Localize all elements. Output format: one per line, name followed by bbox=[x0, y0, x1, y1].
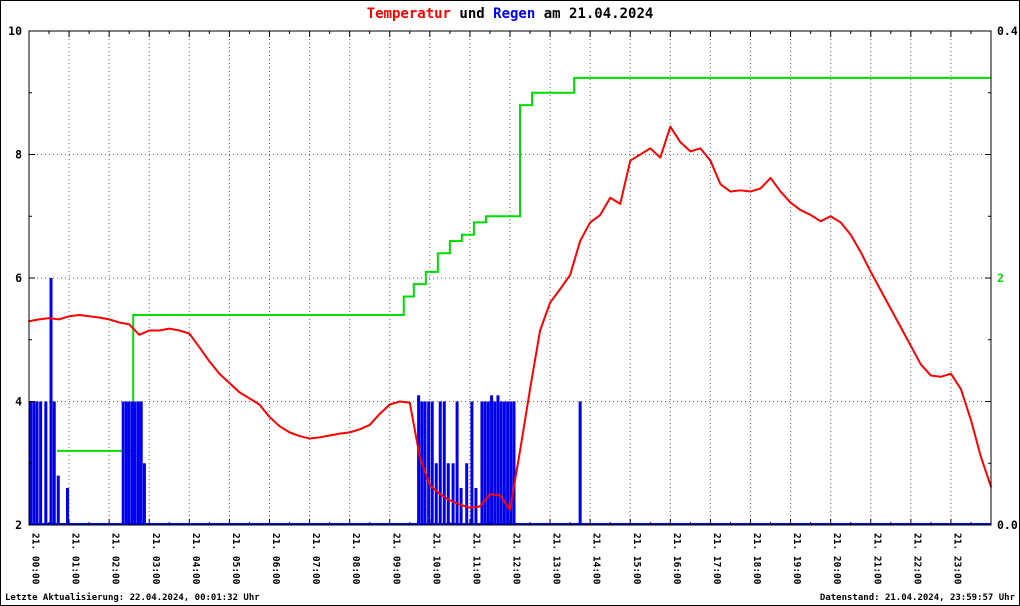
svg-text:21. 14:00: 21. 14:00 bbox=[591, 533, 602, 585]
svg-text:21. 22:00: 21. 22:00 bbox=[911, 533, 922, 585]
svg-text:2: 2 bbox=[15, 518, 22, 532]
svg-text:21. 02:00: 21. 02:00 bbox=[110, 533, 121, 585]
title-und: und bbox=[450, 6, 494, 22]
svg-text:21. 15:00: 21. 15:00 bbox=[631, 533, 642, 585]
title-regen: Regen bbox=[493, 6, 536, 22]
svg-text:21. 03:00: 21. 03:00 bbox=[150, 533, 161, 585]
svg-text:21. 01:00: 21. 01:00 bbox=[70, 533, 81, 585]
svg-text:6: 6 bbox=[15, 271, 22, 285]
svg-text:21. 16:00: 21. 16:00 bbox=[671, 533, 682, 585]
svg-text:21. 23:00: 21. 23:00 bbox=[951, 533, 962, 585]
data-timestamp-text: Datenstand: 21.04.2024, 23:59:57 Uhr bbox=[819, 593, 1015, 603]
svg-text:21. 17:00: 21. 17:00 bbox=[711, 533, 722, 585]
svg-text:21. 08:00: 21. 08:00 bbox=[350, 533, 361, 585]
svg-text:21. 19:00: 21. 19:00 bbox=[791, 533, 802, 585]
title-temperatur: Temperatur bbox=[366, 6, 451, 22]
svg-text:21. 11:00: 21. 11:00 bbox=[470, 533, 481, 585]
y-axis-right-labels: 0.4 0.0 2 bbox=[997, 24, 1018, 532]
svg-text:10: 10 bbox=[8, 24, 22, 38]
svg-text:2: 2 bbox=[997, 271, 1004, 285]
x-axis-labels: 21. 00:00 21. 01:00 21. 02:00 21. 03:00 21. … bbox=[30, 533, 963, 585]
svg-text:21. 07:00: 21. 07:00 bbox=[310, 533, 321, 585]
svg-text:21. 04:00: 21. 04:00 bbox=[190, 533, 201, 585]
svg-text:0.4: 0.4 bbox=[997, 24, 1018, 38]
page-title: Temperatur und Regen am 21.04.2024 bbox=[1, 6, 1019, 22]
svg-text:21. 21:00: 21. 21:00 bbox=[871, 533, 882, 585]
cumulative-rain-line bbox=[57, 76, 991, 452]
last-update-text: Letzte Aktualisierung: 22.04.2024, 00:01… bbox=[5, 593, 260, 603]
svg-text:21. 20:00: 21. 20:00 bbox=[831, 533, 842, 585]
temperature-line bbox=[28, 125, 992, 511]
svg-text:4: 4 bbox=[15, 395, 22, 409]
svg-text:21. 13:00: 21. 13:00 bbox=[551, 533, 562, 585]
svg-text:21. 10:00: 21. 10:00 bbox=[430, 533, 441, 585]
svg-text:21. 00:00: 21. 00:00 bbox=[30, 533, 41, 585]
svg-text:21. 06:00: 21. 06:00 bbox=[270, 533, 281, 585]
axis-ticks bbox=[28, 30, 992, 526]
svg-text:21. 12:00: 21. 12:00 bbox=[511, 533, 522, 585]
svg-text:8: 8 bbox=[15, 148, 22, 162]
svg-text:21. 18:00: 21. 18:00 bbox=[751, 533, 762, 585]
title-date: am 21.04.2024 bbox=[535, 6, 654, 22]
svg-text:21. 09:00: 21. 09:00 bbox=[390, 533, 401, 585]
y-axis-left-labels: 2 4 6 8 10 bbox=[8, 24, 22, 532]
svg-text:21. 05:00: 21. 05:00 bbox=[230, 533, 241, 585]
svg-text:0.0: 0.0 bbox=[997, 518, 1018, 532]
